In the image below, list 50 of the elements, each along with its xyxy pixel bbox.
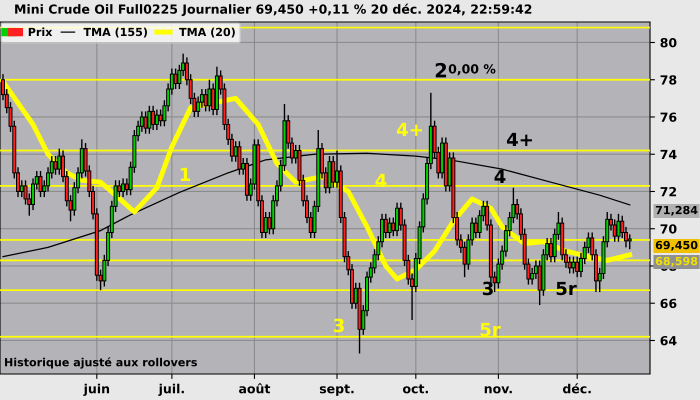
y-tick-label: 70 xyxy=(660,224,677,234)
annotation: 3 xyxy=(334,318,344,332)
x-tick-label: nov. xyxy=(484,386,512,394)
x-tick-label: déc. xyxy=(562,383,591,394)
candlestick xyxy=(388,216,392,239)
text: 69,450 xyxy=(656,240,698,251)
candlestick xyxy=(54,155,58,176)
x-tick-label: oct. xyxy=(402,384,428,394)
y-tick-label: 72 xyxy=(660,186,676,196)
candlestick xyxy=(121,178,126,198)
y-tick-label: 76 xyxy=(660,112,676,122)
text: 68,598 xyxy=(656,256,698,267)
x-tick-label: juin xyxy=(83,384,110,396)
legend-label: TMA (155) xyxy=(84,28,147,38)
x-tick-label: juil. xyxy=(158,384,184,396)
x-tick-label: août xyxy=(239,383,270,394)
annotation: Historique ajusté aux rollovers xyxy=(5,357,197,369)
y-tick-label: 74 xyxy=(660,150,677,159)
chart-title: Mini Crude Oil Full0225 Journalier 69,450 +0,11 % 20 déc. 2024, 22:59:42 xyxy=(15,4,532,16)
annotation: 2 xyxy=(436,62,446,78)
candlestick xyxy=(204,88,208,112)
annotation: 4+ xyxy=(506,132,532,146)
candlestick xyxy=(474,216,478,239)
annotation: 0,00 % xyxy=(448,64,496,76)
candlestick xyxy=(144,110,148,134)
candlestick xyxy=(395,202,400,237)
annotation: 4+ xyxy=(396,122,422,136)
candlestick xyxy=(154,108,159,131)
candlestick xyxy=(151,105,156,131)
candlestick xyxy=(38,170,43,198)
y-tick-label: 78 xyxy=(660,75,676,85)
y-tick-label: 80 xyxy=(660,38,677,48)
legend-label: Prix xyxy=(28,28,52,36)
annotation: 5r xyxy=(480,322,501,336)
x-tick-label: sept. xyxy=(320,384,354,396)
y-tick-label: 64 xyxy=(660,336,677,346)
candlestick xyxy=(384,213,388,239)
y-tick-label: 66 xyxy=(660,298,676,308)
candlestick xyxy=(207,79,212,112)
candlestick xyxy=(174,68,178,90)
candlestick xyxy=(158,108,163,127)
candlestick xyxy=(571,256,576,274)
annotation: 4 xyxy=(494,170,506,183)
candlestick xyxy=(575,256,580,278)
candlestick xyxy=(628,234,632,250)
annotation: 1 xyxy=(180,168,190,181)
candlestick xyxy=(616,213,620,242)
text: 71,284 xyxy=(656,206,698,216)
legend-label: TMA (20) xyxy=(179,28,235,38)
candlestick xyxy=(147,105,152,134)
